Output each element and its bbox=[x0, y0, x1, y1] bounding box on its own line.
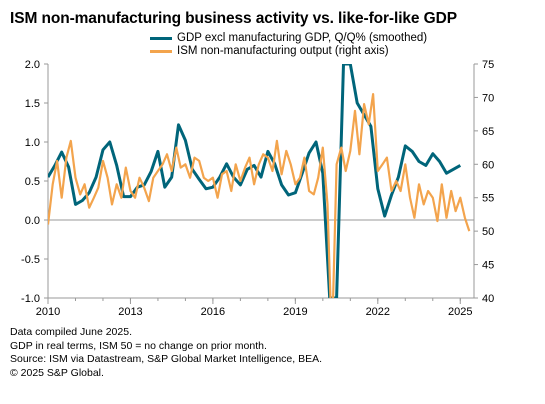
legend: GDP excl manufacturing GDP, Q/Q% (smooth… bbox=[150, 32, 427, 58]
legend-item-ism: ISM non-manufacturing output (right axis… bbox=[150, 45, 427, 58]
footnotes: Data compiled June 2025. GDP in real ter… bbox=[10, 326, 322, 380]
x-axis-tick-label: 2022 bbox=[366, 306, 390, 318]
legend-swatch-gdp bbox=[150, 37, 172, 40]
legend-label-ism: ISM non-manufacturing output (right axis… bbox=[177, 45, 389, 57]
right-axis-tick-label: 70 bbox=[482, 92, 494, 104]
footnote-source: Source: ISM via Datastream, S&P Global M… bbox=[10, 353, 323, 366]
footnote-copyright: © 2025 S&P Global. bbox=[10, 366, 104, 379]
series-line-ism bbox=[48, 93, 471, 298]
left-axis-tick-label: 0.5 bbox=[25, 176, 40, 188]
legend-label-gdp: GDP excl manufacturing GDP, Q/Q% (smooth… bbox=[177, 32, 428, 44]
footnote-compiled: Data compiled June 2025. bbox=[10, 326, 132, 338]
right-axis-tick-label: 50 bbox=[482, 226, 494, 238]
right-axis-tick-label: 65 bbox=[482, 126, 494, 138]
left-axis-tick-label: -0.5 bbox=[21, 254, 40, 266]
x-axis-tick-label: 2013 bbox=[118, 306, 142, 318]
legend-swatch-ism bbox=[150, 50, 172, 53]
left-axis-tick-label: -1.0 bbox=[21, 293, 40, 305]
right-axis-tick-label: 40 bbox=[482, 293, 494, 305]
chart-title: ISM non-manufacturing business activity … bbox=[10, 10, 457, 27]
right-axis-tick-label: 60 bbox=[482, 159, 494, 171]
x-axis-tick-label: 2010 bbox=[36, 306, 60, 318]
x-axis-tick-label: 2016 bbox=[201, 306, 225, 318]
left-axis-tick-label: 1.5 bbox=[25, 98, 40, 110]
right-axis-tick-label: 75 bbox=[482, 59, 494, 71]
x-axis-tick-label: 2025 bbox=[448, 306, 472, 318]
left-axis-tick-label: 2.0 bbox=[25, 59, 40, 71]
right-axis-tick-label: 55 bbox=[482, 193, 494, 205]
chart-plot: -1.0 -0.5 0.0 0.5 1.0 1.5 2.0 40 45 50 55 60 65 70 75 2… bbox=[21, 59, 494, 318]
right-axis-tick-label: 45 bbox=[482, 260, 494, 272]
left-axis-tick-label: 1.0 bbox=[25, 137, 40, 149]
legend-item-gdp: GDP excl manufacturing GDP, Q/Q% (smooth… bbox=[150, 32, 427, 45]
x-axis-tick-label: 2019 bbox=[283, 306, 307, 318]
footnote-units: GDP in real terms, ISM 50 = no change on… bbox=[10, 339, 267, 352]
left-axis-tick-label: 0.0 bbox=[25, 215, 40, 227]
series-line-gdp bbox=[48, 64, 462, 298]
